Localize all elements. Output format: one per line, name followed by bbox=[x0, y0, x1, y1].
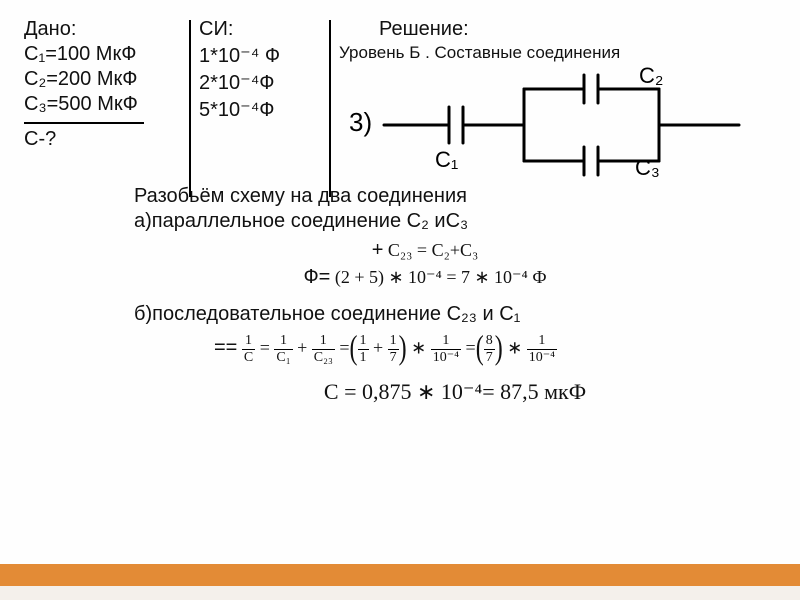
level-text: Уровень Б . Составные соединения bbox=[339, 43, 776, 63]
given-divider bbox=[24, 122, 144, 124]
heading-si: СИ: bbox=[199, 18, 339, 41]
formula-final: С = 0,875 ∗ 10⁻⁴= 87,5 мкФ bbox=[134, 379, 776, 405]
given-c2: С₂=200 МкФ bbox=[24, 68, 199, 91]
column-rule-1 bbox=[189, 20, 191, 197]
si-r2: 2*10⁻⁴Ф bbox=[199, 70, 339, 95]
given-c1: С₁=100 МкФ bbox=[24, 43, 199, 66]
heading-solution: Решение: bbox=[379, 18, 776, 41]
svg-text:C₂: C₂ bbox=[639, 67, 663, 88]
formula-series: == 1С = 1С₁ + 1С₂₃ =(11 + 17) ∗ 110⁻⁴ =(… bbox=[214, 334, 776, 365]
formula-c23-value: Ф= (2 + 5) ∗ 10⁻⁴ = 7 ∗ 10⁻⁴ Ф bbox=[74, 266, 776, 289]
svg-text:C₁: C₁ bbox=[435, 147, 458, 172]
text-parallel: а)параллельное соединение С₂ иС₃ bbox=[134, 210, 776, 233]
given-find: С-? bbox=[24, 128, 199, 151]
svg-text:C₃: C₃ bbox=[635, 155, 660, 177]
column-rule-2 bbox=[329, 20, 331, 197]
circuit-label-3: 3) bbox=[349, 107, 372, 137]
heading-given: Дано: bbox=[24, 18, 199, 41]
si-r3: 5*10⁻⁴Ф bbox=[199, 97, 339, 122]
formula-c23-sum: + С₂₃ = С₂+С₃ bbox=[74, 239, 776, 262]
given-c3: С₃=500 МкФ bbox=[24, 93, 199, 116]
footer-decoration bbox=[0, 564, 800, 600]
si-r1: 1*10⁻⁴ Ф bbox=[199, 43, 339, 68]
circuit-diagram: 3) C₁ C bbox=[339, 67, 776, 177]
text-series: б)последовательное соединение С₂₃ и С₁ bbox=[134, 303, 776, 326]
text-split: Разобьём схему на два соединения bbox=[134, 185, 776, 208]
